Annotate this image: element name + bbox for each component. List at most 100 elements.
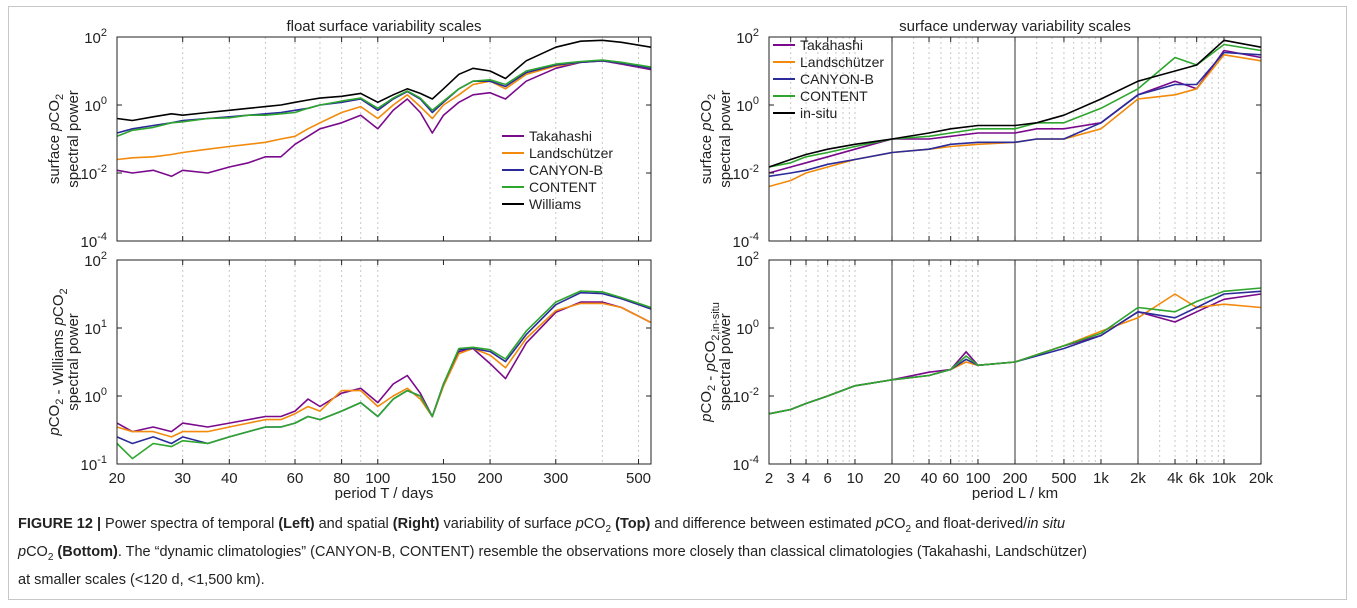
y-tick-label: 10-4 [733, 454, 759, 474]
x-tick-label: 20 [109, 470, 126, 487]
caption-text: Power spectra of temporal [101, 516, 279, 532]
caption-text: CO [883, 516, 906, 532]
panel-title: float surface variability scales [286, 18, 481, 35]
y-axis-label-2: spectral power [65, 313, 82, 411]
x-tick-label: 300 [543, 470, 568, 487]
y-axis-label: surface pCO2 [46, 94, 66, 184]
caption-text: . The “dynamic climatologies” (CANYON-B,… [117, 543, 1087, 560]
y-tick-label: 10-2 [81, 163, 107, 183]
legend-entry: CONTENT [529, 179, 597, 195]
x-tick-label: 4k [1167, 470, 1183, 487]
caption-text: p [18, 543, 27, 560]
legend-entry: Williams [529, 196, 581, 212]
series-line-canyonb [768, 51, 1262, 178]
x-tick-label: 6k [1189, 470, 1205, 487]
caption-text: at smaller scales (<120 d, <1,500 km). [18, 571, 265, 588]
legend-entry: Landschützer [800, 54, 884, 70]
legend-entry: in-situ [800, 105, 837, 121]
series-line-takahashi [116, 60, 652, 178]
series-line-content [768, 43, 1262, 168]
series-line-content [768, 287, 1262, 415]
series-line-insitu [768, 39, 1262, 168]
figure-caption: FIGURE 12 | Power spectra of temporal (L… [18, 513, 1338, 591]
caption-text: (Left) [278, 516, 315, 532]
caption-text: 2 [605, 523, 612, 535]
caption-text: and float-derived/ [911, 516, 1028, 532]
caption-text: p [575, 516, 584, 532]
caption-text: (Top) [615, 516, 651, 532]
panel-top-left: 10-4 10-2 100 102 float surface variability … [46, 18, 652, 251]
x-grid [182, 260, 640, 464]
legend-entry: Takahashi [800, 37, 863, 53]
y-axis-label-2: spectral power [717, 90, 734, 188]
x-tick-label: 2 [765, 470, 773, 487]
series-line-takahashi [768, 49, 1262, 174]
panel-top-right: 10-4 10-2 100 102 surface underway variabili… [698, 18, 1262, 251]
x-axis-label: period T / days [335, 485, 434, 500]
figure-frame [8, 6, 1347, 600]
x-tick-label: 6 [824, 470, 832, 487]
caption-text: 2 [905, 523, 912, 535]
y-tick-label: 100 [736, 318, 759, 338]
legend-entry: Takahashi [529, 128, 592, 144]
plot-area [117, 260, 651, 464]
caption-text: (Bottom) [57, 543, 118, 560]
y-axis-label: pCO2 - Williams pCO2 [46, 288, 70, 436]
axes-frame [116, 36, 652, 242]
x-tick-label: 500 [626, 470, 651, 487]
y-tick-label: 100 [736, 95, 759, 115]
series-line-landschtzer [116, 60, 652, 161]
panel-bottom-left: 20 30 40 60 80 100 150 200 300 500 10-1 100 101 102 pe… [46, 250, 652, 500]
x-tick-label: 200 [1002, 470, 1027, 487]
legend-entry: CONTENT [800, 88, 868, 104]
y-axis-label: surface pCO2 [698, 94, 718, 184]
caption-text: p [875, 516, 884, 532]
x-tick-label: 60 [287, 470, 304, 487]
series-line-takahashi [116, 301, 652, 433]
x-tick-label: 40 [221, 470, 238, 487]
caption-text: variability of surface [439, 516, 576, 532]
x-tick-label: 1k [1093, 470, 1109, 487]
x-tick-label: 500 [1051, 470, 1076, 487]
caption-label: FIGURE 12 | [18, 516, 102, 532]
series-line-content [116, 290, 652, 460]
x-axis-label: period L / km [972, 485, 1058, 500]
x-tick-label: 20 [884, 470, 901, 487]
series-line-content [116, 59, 652, 138]
y-tick-label: 102 [736, 27, 759, 47]
y-tick-label: 10-2 [733, 163, 759, 183]
y-tick-label: 10-1 [81, 454, 107, 474]
y-axis-label-2: spectral power [65, 90, 82, 188]
y-tick-label: 10-4 [81, 231, 107, 251]
x-tick-label: 4 [802, 470, 810, 487]
x-tick-label: 30 [174, 470, 191, 487]
caption-text: 2 [47, 551, 54, 563]
x-tick-label: 150 [431, 470, 456, 487]
x-grid [182, 37, 640, 241]
y-tick-label: 100 [84, 95, 107, 115]
panel-bottom-right: 2 3 4 6 10 20 40 60 100 200 500 1k 2k 4k 6k 10k 20k 10-4 1… [698, 250, 1274, 500]
caption-text: and spatial [314, 516, 393, 532]
panel-title: surface underway variability scales [899, 18, 1131, 35]
x-tick-label: 20k [1249, 470, 1274, 487]
y-tick-label: 102 [84, 250, 107, 270]
series-line-landschtzer [768, 54, 1262, 188]
y-tick-label: 101 [84, 318, 107, 338]
x-tick-label: 2k [1130, 470, 1146, 487]
x-tick-label: 60 [942, 470, 959, 487]
x-tick-label: 100 [365, 470, 390, 487]
x-tick-label: 10k [1212, 470, 1237, 487]
x-tick-label: 10 [847, 470, 864, 487]
y-tick-label: 100 [84, 386, 107, 406]
y-tick-label: 102 [736, 250, 759, 270]
y-axis-label: pCO2 - pCO2,in-situ [698, 302, 722, 423]
x-tick-label: 100 [965, 470, 990, 487]
y-tick-label: 102 [84, 27, 107, 47]
series-line-landschtzer [116, 302, 652, 438]
caption-text: and difference between estimated [650, 516, 876, 532]
y-axis-label-2: spectral power [717, 313, 734, 411]
legend-entry: CANYON-B [529, 162, 603, 178]
x-tick-label: 200 [478, 470, 503, 487]
y-tick-label: 10-2 [733, 386, 759, 406]
legend: TakahashiLandschützerCANYON-BCONTENTWill… [502, 128, 613, 212]
